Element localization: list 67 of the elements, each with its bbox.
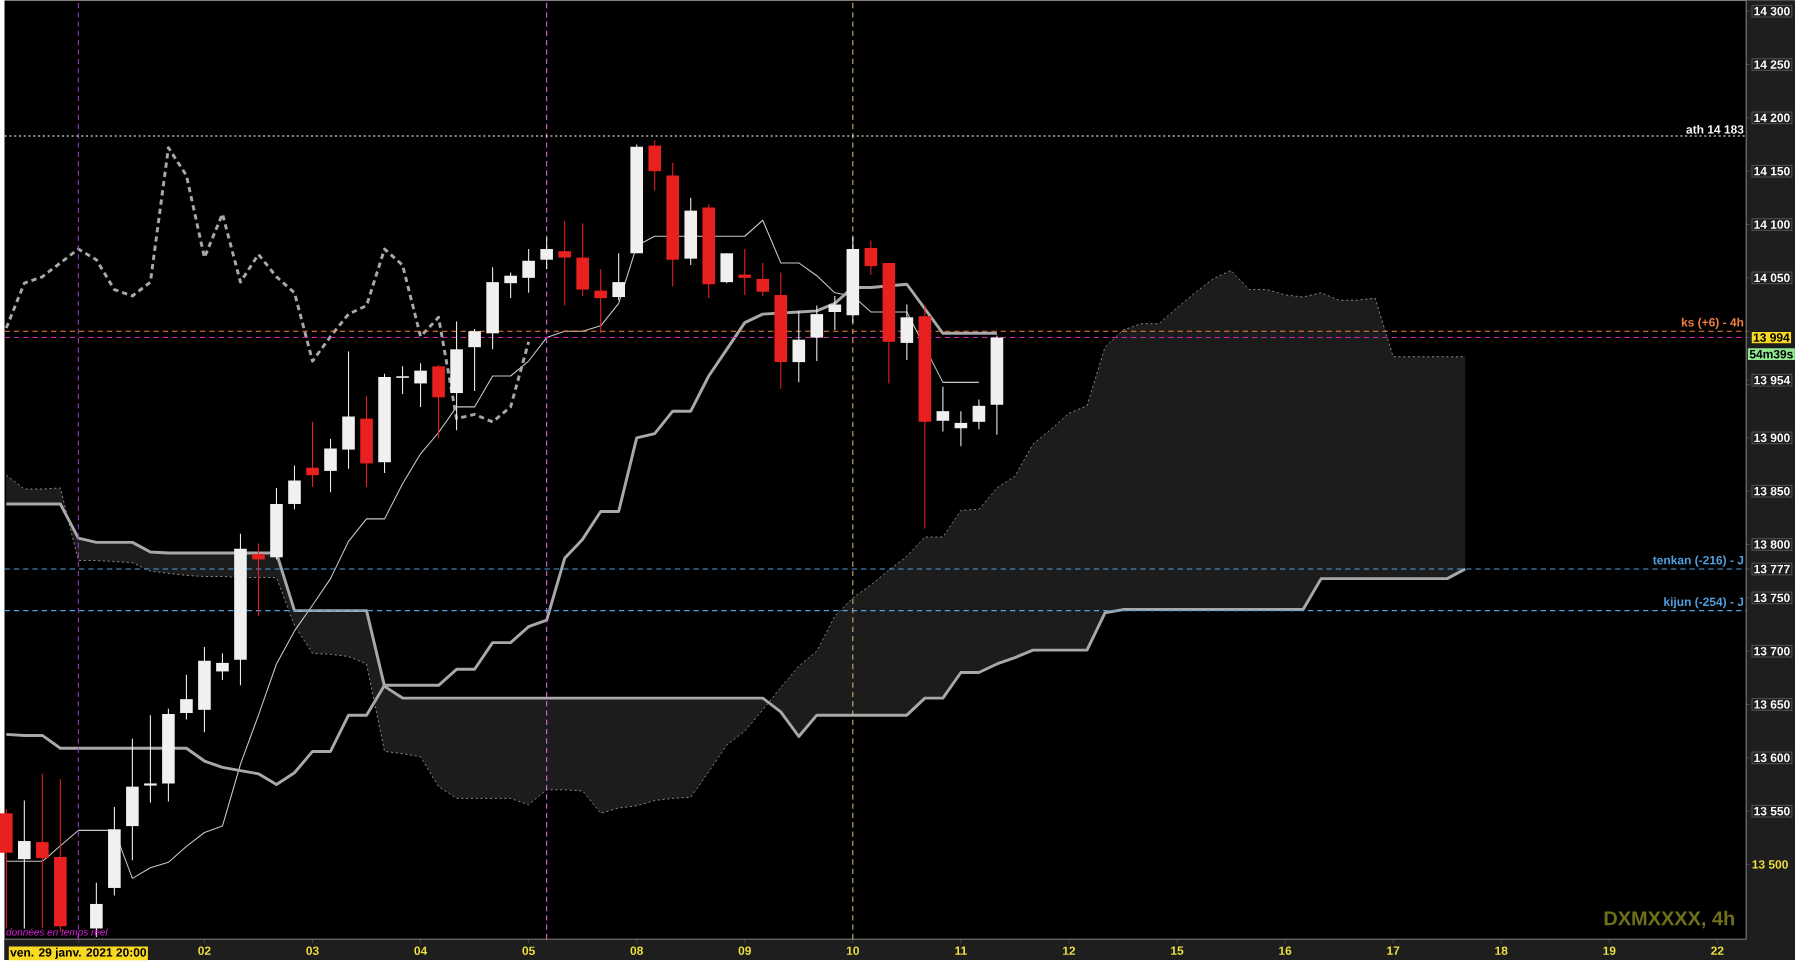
y-tick-label: 13 994 [1753, 333, 1790, 342]
ref-line-label: ath 14 183 [1686, 125, 1744, 134]
x-tick-label: 12 [1063, 946, 1076, 955]
y-tick-label: 13 500 [1752, 860, 1788, 869]
y-tick-label: 14 150 [1754, 167, 1790, 176]
candlestick [216, 652, 229, 681]
x-tick-label: 22 [1711, 946, 1724, 955]
candlestick [954, 410, 968, 448]
y-tick-label: 13 850 [1754, 487, 1790, 496]
y-tick-label: 13 900 [1754, 433, 1790, 443]
y-tick-label: 13 777 [1754, 564, 1790, 574]
candlestick [36, 773, 49, 930]
candlestick [792, 310, 806, 384]
candlestick [594, 268, 607, 334]
ref-line-label: ks (+6) - 4h [1681, 317, 1744, 330]
x-tick-label: 11 [955, 946, 967, 955]
x-tick-label: 05 [522, 946, 535, 956]
x-tick-label: 09 [738, 946, 751, 956]
candlestick [756, 262, 770, 297]
candlestick [306, 421, 319, 488]
y-tick-label: 13 800 [1754, 540, 1790, 549]
candlestick [864, 240, 878, 276]
x-tick-label: 02 [198, 946, 211, 956]
candlestick [810, 305, 824, 362]
x-tick-label: 10 [846, 946, 859, 956]
x-tick-label: 03 [306, 946, 319, 956]
x-tick-label: 08 [630, 946, 643, 956]
candlestick [288, 465, 301, 510]
candlestick [180, 674, 193, 721]
candlestick [144, 714, 157, 804]
x-tick-label: 04 [414, 946, 428, 956]
candlestick [972, 399, 986, 430]
y-tick-label: 13 700 [1754, 647, 1790, 656]
y-tick-label: 13 954 [1754, 376, 1791, 385]
line-series [4, 146, 531, 424]
x-tick-label: 17 [1387, 946, 1400, 955]
candlestick [395, 365, 410, 395]
candlestick [522, 248, 535, 294]
y-tick-label: 14 250 [1754, 60, 1790, 69]
ref-line-label: tenkan (-216) - J [1652, 555, 1744, 567]
y-tick-label: 14 200 [1754, 113, 1790, 123]
candlestick [252, 543, 265, 617]
candlestick [18, 800, 31, 930]
y-tick-label: 14 300 [1754, 7, 1790, 16]
candlestick [936, 386, 950, 433]
candlestick [558, 220, 571, 307]
text: 54m39s [1749, 350, 1793, 359]
y-tick-label: 13 650 [1754, 700, 1790, 709]
y-tick-label: 13 600 [1754, 753, 1790, 763]
candlestick [324, 438, 337, 493]
x-tick-label: 16 [1279, 946, 1292, 956]
candlestick [738, 248, 752, 296]
x-tick-label: 19 [1603, 946, 1616, 956]
y-tick-label: 14 050 [1754, 273, 1790, 283]
annotation: DXMXXXX, 4h [1604, 910, 1735, 929]
y-tick-label: 14 100 [1754, 220, 1790, 229]
y-tick-label: 13 550 [1754, 807, 1790, 816]
candlestick [414, 362, 427, 408]
y-tick-label: 13 750 [1754, 593, 1790, 603]
candlestick [540, 236, 553, 270]
x-tick-label: ven. 29 janv. 2021 20:00 [10, 947, 147, 960]
candlestick [504, 272, 517, 299]
x-tick-label: 18 [1495, 946, 1508, 956]
ref-line-label: kijun (-254) - J [1664, 597, 1744, 609]
x-tick-label: 15 [1171, 946, 1184, 955]
candlestick [468, 328, 481, 392]
candlestick [612, 252, 625, 301]
